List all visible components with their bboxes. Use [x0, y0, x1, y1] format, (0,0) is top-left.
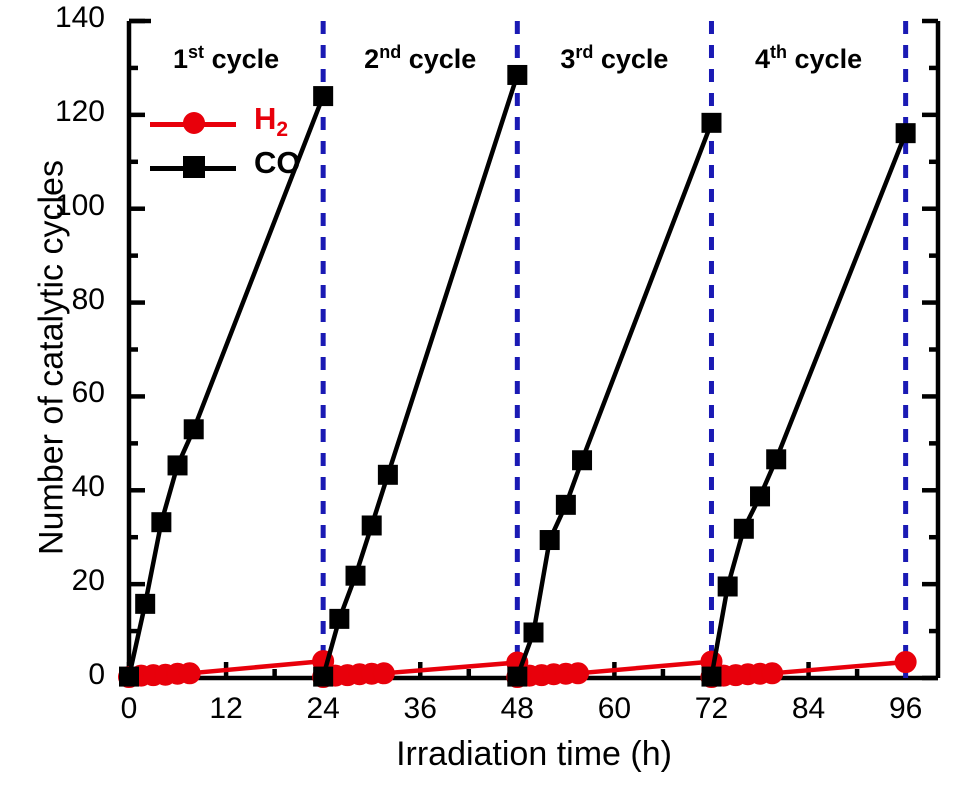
data-point-H₂-27: [894, 651, 917, 674]
legend-label-1: H2: [254, 101, 289, 142]
x-tick-label-12: 12: [209, 692, 243, 725]
x-tick-label-24: 24: [306, 692, 340, 725]
x-tick-label-60: 60: [597, 692, 632, 725]
data-point-CO-16: [572, 450, 593, 471]
x-tick-label-96: 96: [888, 692, 923, 725]
data-point-CO-22: [766, 449, 787, 470]
data-point-CO-18: [701, 666, 722, 687]
data-point-CO-6: [313, 666, 334, 687]
data-point-CO-12: [507, 666, 528, 687]
data-point-CO-21: [750, 486, 771, 507]
cycle-label-4: 4th cycle: [754, 42, 863, 74]
data-point-CO-10: [377, 464, 398, 485]
data-point-CO-11: [507, 64, 528, 85]
x-tick-label-48: 48: [500, 692, 534, 725]
series-line-CO-seg3: [709, 132, 908, 677]
data-point-H₂-26: [761, 662, 784, 685]
x-axis-title: Irradiation time (h): [396, 735, 672, 773]
data-point-H₂-19: [566, 662, 589, 685]
series-line-CO-seg1: [320, 74, 520, 678]
x-tick-label-72: 72: [694, 692, 729, 725]
legend-label-2: CO: [254, 145, 301, 180]
data-point-CO-19: [717, 576, 738, 597]
series-line-CO-seg2: [515, 122, 714, 678]
y-tick-label-80: 80: [71, 282, 105, 316]
y-tick-label-60: 60: [71, 376, 105, 410]
y-tick-label-100: 100: [54, 188, 105, 222]
y-tick-label-0: 0: [88, 658, 105, 691]
data-point-CO-23: [895, 123, 916, 144]
cycle-label-1: 1st cycle: [173, 42, 280, 74]
legend-marker-square-icon: [183, 156, 205, 178]
data-point-CO-3: [167, 455, 188, 476]
data-point-CO-2: [151, 512, 172, 533]
data-point-CO-14: [539, 530, 560, 551]
data-point-CO-1: [135, 593, 156, 614]
y-tick-label-20: 20: [71, 564, 105, 598]
data-point-CO-15: [555, 494, 576, 515]
data-point-CO-5: [313, 86, 334, 107]
legend-marker-circle-icon: [183, 112, 205, 134]
y-tick-label-120: 120: [54, 94, 105, 128]
x-tick-label-84: 84: [791, 692, 826, 725]
data-point-CO-4: [183, 419, 204, 440]
data-point-H₂-12: [372, 662, 395, 685]
x-tick-label-0: 0: [120, 692, 138, 725]
series-line-CO-seg0: [126, 95, 326, 678]
data-point-CO-0: [119, 666, 139, 687]
cycle-label-2: 2nd cycle: [364, 42, 477, 74]
cycle-label-3: 3rd cycle: [560, 42, 669, 74]
y-tick-label-140: 140: [54, 1, 105, 34]
data-point-CO-9: [361, 515, 382, 536]
x-tick-label-36: 36: [403, 692, 437, 725]
y-tick-label-40: 40: [71, 470, 105, 504]
data-point-CO-8: [345, 565, 366, 586]
data-point-CO-13: [523, 622, 544, 643]
data-point-CO-17: [701, 112, 722, 133]
data-point-H₂-5: [178, 662, 201, 685]
data-point-CO-20: [733, 518, 754, 539]
data-point-CO-7: [329, 608, 350, 629]
